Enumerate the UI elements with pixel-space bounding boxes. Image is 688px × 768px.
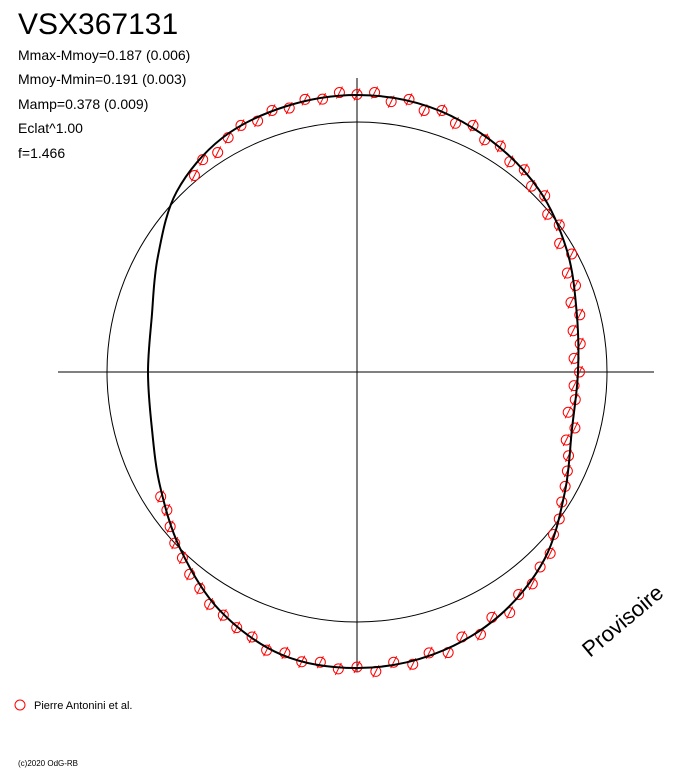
annotation: Mmoy-Mmin=0.191 (0.003) [18,71,186,87]
data-point [513,588,525,601]
data-point [526,179,538,193]
reference-circle [106,121,608,623]
annotation: Eclat^1.00 [18,120,83,136]
data-point [246,630,258,644]
fit-curve [146,93,580,670]
data-point [569,279,581,292]
annotation: Mamp=0.378 (0.009) [18,96,148,112]
data-point [188,169,200,182]
data-point [569,421,581,435]
data-point [504,606,516,619]
legend-label: Pierre Antonini et al. [34,700,132,712]
data-point [574,337,586,351]
legend-marker [14,699,26,711]
watermark: Provisoire [577,580,668,662]
data-point [212,146,224,159]
data-point [539,189,551,202]
data-point [568,379,580,392]
data-point [562,406,574,419]
data-point [494,139,506,153]
data-point [332,662,344,676]
data-point [314,655,326,669]
annotation: Mmax-Mmoy=0.187 (0.006) [18,47,190,63]
annotation: f=1.466 [18,145,65,161]
chart-title: VSX367131 [18,8,178,41]
data-point [369,86,381,99]
data-point [567,324,579,337]
credit: (c)2020 OdG-RB [18,759,78,768]
